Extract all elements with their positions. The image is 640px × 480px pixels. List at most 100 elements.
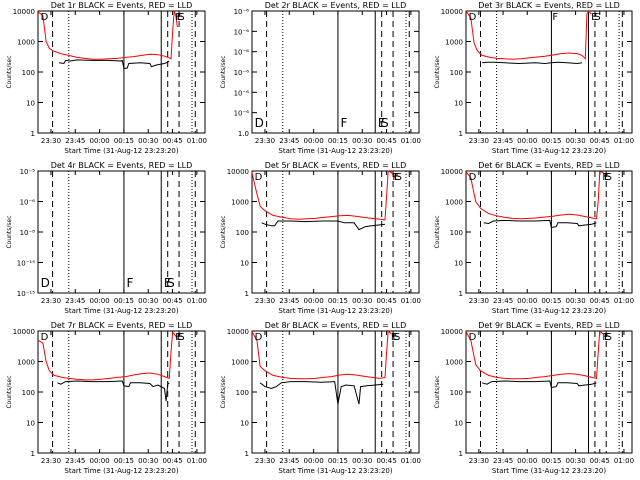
y-tick-label: 1 [459, 130, 463, 138]
plot-frame [37, 170, 206, 294]
y-tick-label: 10⁻⁶ [234, 49, 250, 57]
x-axis-label: Start Time (31-Aug-12 23:23:20) [278, 467, 392, 475]
state-marker-d: D [41, 12, 49, 23]
state-marker-d: D [41, 332, 49, 343]
x-tick-label: 00:00 [517, 457, 537, 465]
x-tick-label: 01:00 [187, 297, 207, 305]
x-tick-label: 00:30 [565, 457, 585, 465]
y-tick-label: 1000 [445, 359, 463, 367]
y-tick-label: 10 [26, 420, 35, 428]
state-marker-s: S [606, 332, 612, 343]
panel-title: Det 9r BLACK = Events, RED = LLD [478, 321, 620, 330]
y-tick-label: 10⁻⁶ [234, 110, 250, 118]
panel-title: Det 5r BLACK = Events, RED = LLD [265, 161, 407, 170]
y-axis-label: Counts/sec [6, 55, 13, 88]
state-marker-s: S [606, 172, 612, 183]
state-marker-f: F [175, 332, 181, 343]
lld-series [465, 10, 592, 60]
x-tick-label: 23:45 [279, 457, 299, 465]
x-tick-label: 00:15 [541, 297, 561, 305]
y-tick-label: 1000 [231, 199, 249, 207]
y-tick-label: 10 [240, 420, 249, 428]
x-tick-label: 00:45 [162, 137, 182, 145]
panel-title: Det 4r BLACK = Events, RED = LLD [51, 161, 193, 170]
y-tick-label: 10⁻⁶ [20, 199, 36, 207]
state-marker-f: F [175, 12, 181, 23]
y-tick-label: 10000 [13, 328, 35, 336]
y-tick-label: 100 [236, 389, 249, 397]
state-marker-d: D [469, 12, 477, 23]
x-tick-label: 23:30 [469, 137, 489, 145]
panel-det-6: Det 6r BLACK = Events, RED = LLD Counts/s… [434, 161, 634, 315]
x-tick-label: 00:15 [114, 457, 134, 465]
state-marker-d: D [41, 276, 50, 290]
x-tick-label: 00:30 [565, 137, 585, 145]
x-tick-label: 01:00 [187, 457, 207, 465]
plot-frame [37, 330, 206, 454]
panel-det-3: Det 3r BLACK = Events, RED = LLD Counts/s… [434, 1, 634, 155]
state-marker-e: E [604, 172, 610, 183]
y-tick-label: 1 [245, 450, 249, 458]
y-tick-label: 100 [22, 69, 35, 77]
panel-title: Det 1r BLACK = Events, RED = LLD [51, 1, 193, 10]
x-tick-label: 00:30 [138, 457, 158, 465]
y-tick-label: 10⁻¹⁵ [17, 290, 35, 298]
x-tick-label: 23:30 [469, 457, 489, 465]
x-tick-label: 00:30 [565, 297, 585, 305]
state-marker-f: F [392, 172, 398, 183]
x-tick-label: 00:15 [541, 457, 561, 465]
x-tick-label: 00:45 [590, 137, 610, 145]
y-tick-label: 10⁻¹⁵ [17, 260, 35, 268]
x-tick-label: 23:45 [493, 297, 513, 305]
panel-det-1: Det 1r BLACK = Events, RED = LLD Counts/s… [6, 1, 207, 155]
x-axis-label: Start Time (31-Aug-12 23:23:20) [278, 147, 392, 155]
x-tick-label: 00:30 [352, 297, 372, 305]
state-marker-e: E [591, 12, 597, 23]
y-tick-label: 10 [26, 100, 35, 108]
events-series [259, 381, 384, 405]
plot-frame [251, 10, 420, 134]
plot-frame [465, 170, 633, 294]
x-tick-label: 00:00 [90, 297, 110, 305]
state-marker-s: S [167, 276, 175, 290]
x-tick-label: 00:45 [162, 297, 182, 305]
y-tick-label: 1 [459, 290, 463, 298]
y-tick-label: 100 [450, 389, 463, 397]
x-tick-label: 00:30 [138, 137, 158, 145]
state-marker-e: E [177, 12, 183, 23]
lld-series [37, 10, 178, 60]
plot-frame [465, 10, 633, 134]
y-tick-label: 1000 [17, 359, 35, 367]
events-series [483, 219, 597, 229]
x-tick-label: 00:15 [114, 297, 134, 305]
x-tick-label: 00:45 [376, 137, 396, 145]
panel-det-7: Det 7r BLACK = Events, RED = LLD Counts/s… [6, 321, 207, 475]
state-marker-e: E [394, 172, 400, 183]
y-tick-label: 10000 [441, 8, 463, 16]
y-tick-label: 1 [31, 130, 35, 138]
y-tick-label: 10000 [441, 168, 463, 176]
state-marker-s: S [396, 172, 402, 183]
y-axis-label: Counts/sec [6, 375, 13, 408]
panel-title: Det 2r BLACK = Events, RED = LLD [265, 1, 407, 10]
lld-series [465, 171, 606, 220]
plot-frame [465, 330, 633, 454]
y-tick-label: 10 [454, 260, 463, 268]
x-tick-label: 23:45 [279, 297, 299, 305]
y-tick-label: 10⁻⁶ [234, 8, 250, 16]
x-tick-label: 23:30 [255, 137, 275, 145]
x-tick-label: 00:00 [90, 457, 110, 465]
events-series [57, 380, 170, 402]
x-tick-label: 00:15 [328, 297, 348, 305]
state-marker-e: E [378, 116, 386, 130]
state-marker-d: D [255, 172, 263, 183]
y-tick-label: 10000 [227, 168, 249, 176]
y-axis-label: Counts/sec [220, 55, 227, 88]
panel-det-5: Det 5r BLACK = Events, RED = LLD Counts/s… [220, 161, 421, 315]
panel-det-8: Det 8r BLACK = Events, RED = LLD Counts/s… [220, 321, 421, 475]
state-marker-e: E [604, 332, 610, 343]
state-marker-f: F [341, 116, 348, 130]
x-tick-label: 23:45 [65, 137, 85, 145]
panel-title: Det 6r BLACK = Events, RED = LLD [478, 161, 620, 170]
